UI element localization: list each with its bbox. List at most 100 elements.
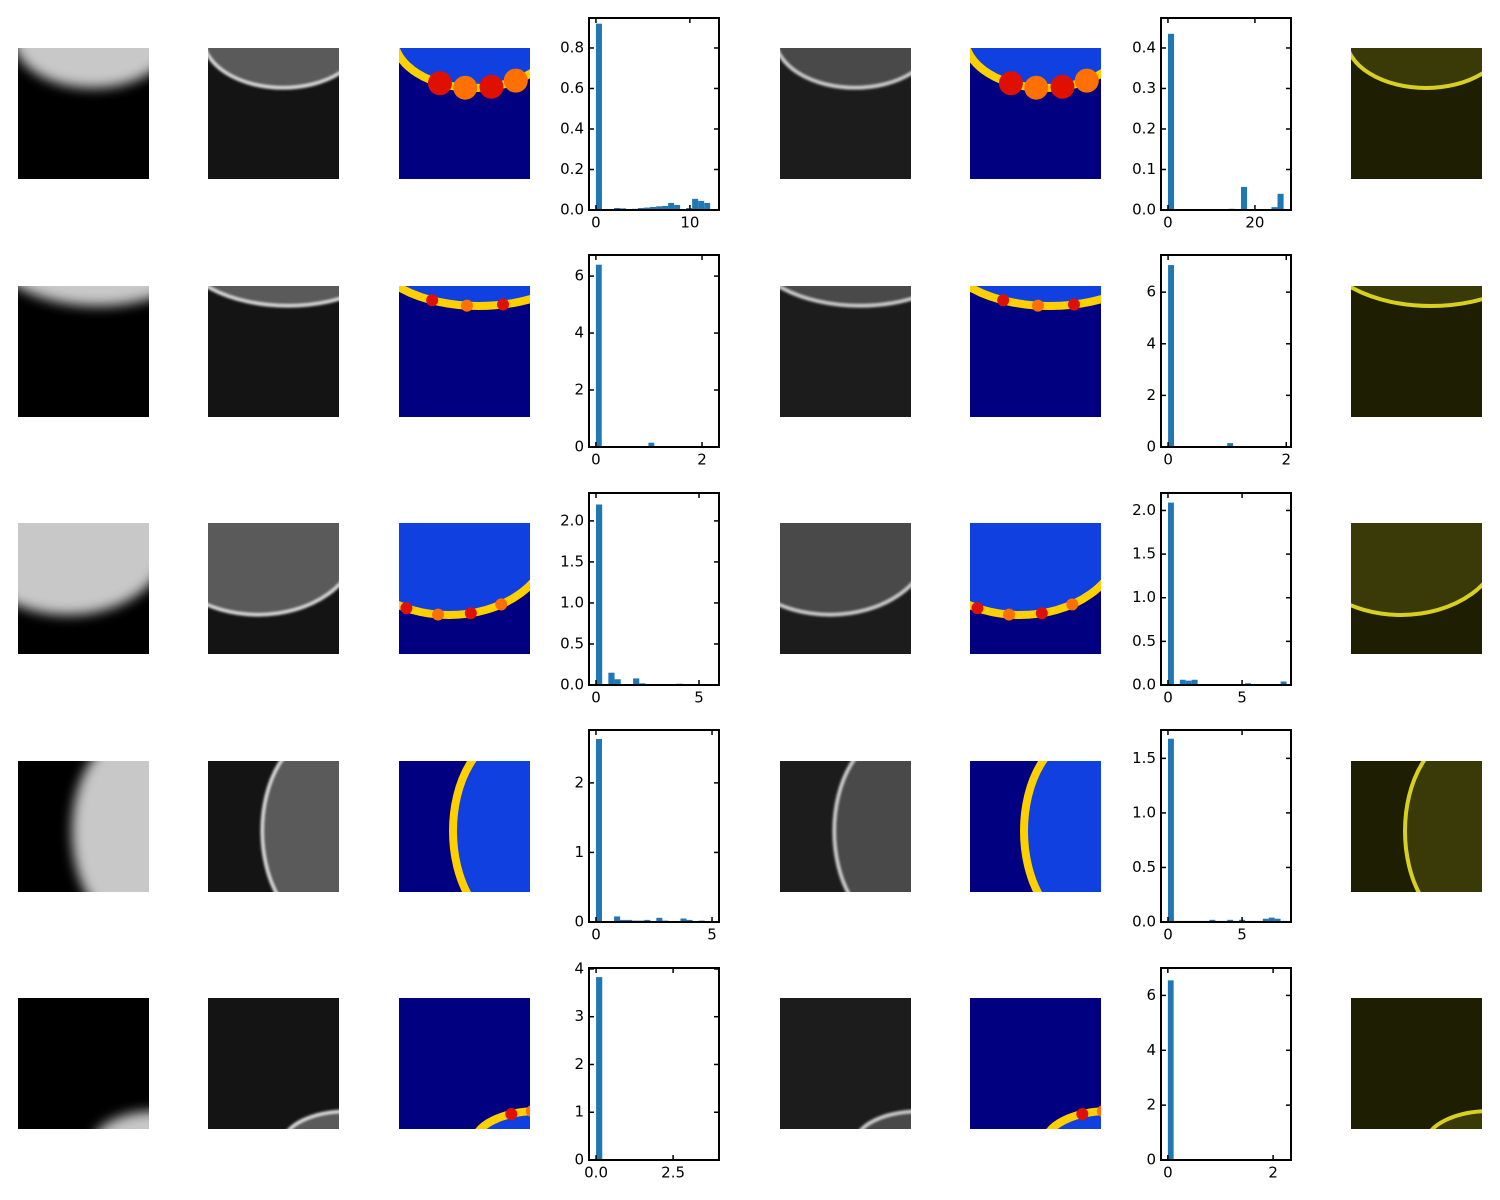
image-shape — [970, 523, 1101, 619]
bar — [692, 198, 699, 210]
x-tick-label: 0 — [591, 451, 601, 469]
image-blob — [505, 1108, 518, 1121]
image-blob — [1074, 68, 1099, 93]
image-bg — [208, 998, 339, 1129]
y-tick-label: 0.0 — [1132, 201, 1156, 219]
image-shape — [18, 286, 149, 306]
image-panel — [399, 48, 530, 179]
y-tick-label: 0 — [574, 913, 584, 931]
image-blob — [998, 71, 1023, 96]
bar — [704, 202, 711, 210]
image-panel — [18, 523, 149, 654]
image-shape — [260, 761, 339, 892]
axes-frame — [588, 492, 720, 686]
x-tick-label: 0 — [1163, 689, 1173, 707]
y-tick-label: 0.4 — [1132, 38, 1156, 56]
y-tick-label: 0.5 — [560, 634, 584, 652]
image-shape — [970, 48, 1101, 92]
axes-frame — [1160, 254, 1292, 448]
y-tick-label: 0 — [1146, 1151, 1156, 1169]
y-tick-label: 0.4 — [560, 119, 584, 137]
bar — [608, 672, 615, 685]
image-panel — [208, 523, 339, 654]
bar — [638, 207, 645, 210]
image-blob — [1031, 299, 1044, 312]
bar — [1167, 33, 1175, 210]
image-panel — [970, 998, 1130, 1129]
y-tick-label: 3 — [574, 1007, 584, 1025]
bar — [1274, 918, 1281, 922]
image-bg — [1351, 286, 1482, 417]
bar — [1191, 679, 1198, 685]
bar — [620, 919, 627, 922]
x-tick-label: 5 — [694, 689, 704, 707]
bar — [595, 739, 602, 922]
y-tick-label: 1.0 — [1132, 803, 1156, 821]
bar — [1241, 186, 1248, 210]
image-panel — [18, 998, 149, 1129]
image-shape — [18, 523, 149, 615]
y-tick-label: 1 — [574, 843, 584, 861]
bar — [613, 207, 620, 210]
image-shape — [780, 48, 911, 90]
bar — [1209, 919, 1216, 922]
image-shape — [780, 286, 911, 308]
image-panel — [208, 761, 339, 892]
bar — [1227, 919, 1234, 922]
image-shape — [287, 1109, 339, 1129]
image-blob — [1024, 75, 1049, 100]
x-tick-label: 0 — [1163, 451, 1173, 469]
image-shape — [449, 761, 530, 892]
image-blob — [547, 1106, 559, 1118]
image-bg — [1351, 998, 1482, 1129]
image-shape — [399, 286, 530, 310]
y-tick-label: 6 — [1146, 986, 1156, 1004]
x-tick-label: 0 — [591, 214, 601, 232]
y-tick-label: 2 — [1146, 386, 1156, 404]
image-bg — [780, 286, 911, 417]
axes-frame — [1160, 492, 1292, 686]
image-shape — [1403, 761, 1482, 892]
x-tick-label: 5 — [707, 926, 717, 944]
image-blob — [503, 68, 528, 93]
bar — [686, 207, 693, 210]
bar — [698, 200, 705, 210]
image-blob — [1118, 1106, 1130, 1118]
image-shape — [1351, 48, 1482, 90]
image-panel — [399, 998, 559, 1129]
image-blob — [460, 299, 473, 312]
image-blob — [1096, 1105, 1101, 1117]
x-tick-label: 2.5 — [661, 1164, 685, 1182]
image-panel — [399, 286, 530, 417]
y-tick-label: 1.0 — [1132, 588, 1156, 606]
bar — [614, 679, 621, 685]
image-panel — [970, 761, 1113, 931]
x-tick-label: 0.0 — [584, 1164, 608, 1182]
image-shape — [832, 761, 911, 892]
image-shape — [72, 761, 149, 892]
image-blob — [971, 602, 984, 615]
image-blob — [1067, 298, 1080, 311]
image-blob — [1082, 919, 1094, 931]
y-tick-label: 0.0 — [560, 676, 584, 694]
y-tick-label: 2 — [574, 1055, 584, 1073]
image-panel — [1351, 998, 1482, 1129]
x-tick-label: 0 — [591, 926, 601, 944]
image-shape — [208, 286, 339, 308]
y-tick-label: 1.5 — [1132, 545, 1156, 563]
image-shape — [1351, 523, 1482, 617]
y-tick-label: 0.6 — [560, 79, 584, 97]
image-shape — [208, 523, 339, 617]
bar — [1179, 679, 1186, 685]
bar — [644, 207, 651, 210]
bar — [633, 678, 640, 685]
bar — [595, 264, 602, 447]
image-blob — [1101, 911, 1113, 923]
image-shape — [99, 1111, 149, 1129]
bar — [1268, 917, 1275, 922]
y-tick-label: 0.3 — [1132, 79, 1156, 97]
image-blob — [495, 598, 508, 611]
y-tick-label: 0.0 — [560, 201, 584, 219]
y-tick-label: 0.0 — [1132, 913, 1156, 931]
axes-frame — [588, 967, 720, 1161]
